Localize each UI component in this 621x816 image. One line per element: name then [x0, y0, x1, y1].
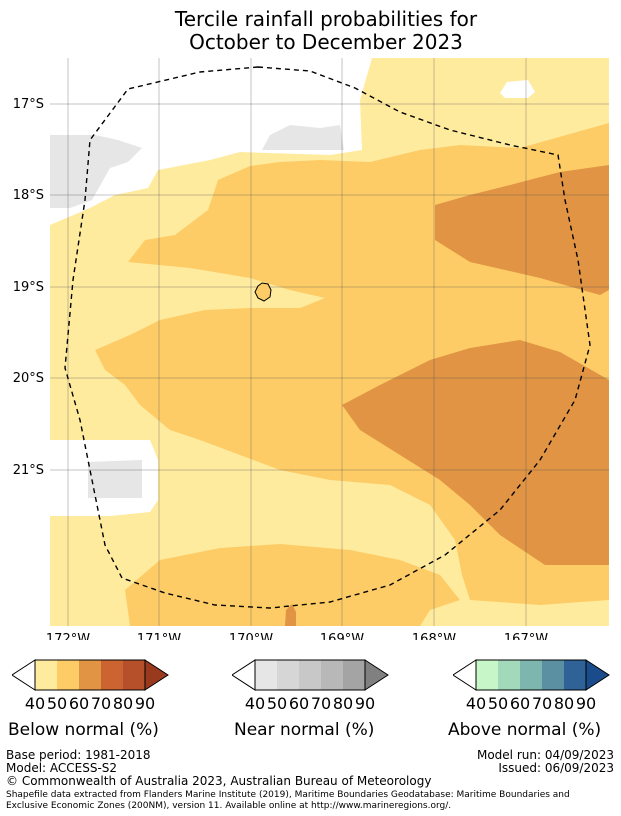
cbar-above-bin-60-70 — [520, 660, 542, 690]
cbar-above-tick: 90 — [575, 694, 597, 713]
cbar-near-bin-50-60 — [277, 660, 299, 690]
cbar-below-bin-60-70 — [79, 660, 101, 690]
lon-label-172w: 172°W — [46, 632, 90, 640]
cbar-below-outline — [34, 659, 146, 691]
cbar-near-bin-70-80 — [321, 660, 343, 690]
model-run-date: Model run: 04/09/2023 — [476, 748, 614, 762]
cbar-above-tick: 80 — [553, 694, 575, 713]
lat-label-20s: 20°S — [13, 371, 44, 386]
cbar-near-bin-40-50 — [255, 660, 277, 690]
cbar-below-tick: 60 — [68, 694, 90, 713]
cbar-below-bin-70-80 — [101, 660, 123, 690]
below-60-70-region-small — [285, 604, 296, 626]
below-60-70-region-southeast — [342, 340, 609, 565]
shapefile-credit-line-1: Shapefile data extracted from Flanders M… — [6, 790, 570, 800]
island-outline — [254, 282, 272, 302]
lon-label-170w: 170°W — [229, 632, 273, 640]
cbar-below-tick: 40 — [24, 694, 46, 713]
cbar-near-tick: 90 — [354, 694, 376, 713]
colorbar-near-normal — [232, 659, 389, 691]
footer-right: Model run: 04/09/2023 Issued: 06/09/2023 — [477, 749, 614, 775]
probability-map: 17°S 18°S 19°S 20°S 21°S 172°W 171°W 170… — [13, 58, 609, 640]
cbar-above-max-arrow — [585, 659, 610, 691]
base-period: Base period: 1981-2018 — [6, 748, 151, 762]
cbar-below-bin-80-90 — [123, 660, 145, 690]
lat-label-17s: 17°S — [13, 97, 44, 112]
model-name: Model: ACCESS-S2 — [6, 761, 118, 775]
cbar-near-tick: 40 — [244, 694, 266, 713]
cbar-near-tick: 80 — [332, 694, 354, 713]
cbar-near-tick: 50 — [266, 694, 288, 713]
title-line-1: Tercile rainfall probabilities for — [174, 7, 478, 31]
below-60-70-region-northeast — [435, 165, 609, 295]
lon-label-167w: 167°W — [504, 632, 548, 640]
colorbar-above-normal — [453, 659, 610, 691]
cbar-above-tick: 50 — [487, 694, 509, 713]
no-dominant-region-north — [50, 58, 372, 225]
shapefile-credit: Shapefile data extracted from Flanders M… — [6, 790, 606, 812]
near-normal-patch-south — [88, 460, 142, 498]
map-title: Tercile rainfall probabilities for Octob… — [0, 8, 621, 54]
cbar-below-tick: 90 — [134, 694, 156, 713]
footer-left: Base period: 1981-2018 Model: ACCESS-S2 … — [6, 749, 431, 788]
cbar-near-bin-80-90 — [343, 660, 365, 690]
cbar-near-max-arrow — [364, 659, 389, 691]
cbar-above-title: Above normal (%) — [448, 720, 602, 740]
cbar-above-tick: 70 — [531, 694, 553, 713]
cbar-below-tick: 80 — [112, 694, 134, 713]
cbar-above-tick: 60 — [509, 694, 531, 713]
colorbar-below-normal — [12, 659, 169, 691]
cbar-above-bin-80-90 — [564, 660, 586, 690]
cbar-above-bin-50-60 — [498, 660, 520, 690]
near-normal-patch-west — [50, 135, 142, 208]
cbar-near-outline — [254, 659, 366, 691]
near-normal-patch-north — [262, 125, 344, 150]
cbar-near-tick: 70 — [310, 694, 332, 713]
cbar-below-bin-40-50 — [35, 660, 57, 690]
title-line-2: October to December 2023 — [189, 30, 463, 54]
eez-boundary — [64, 66, 591, 609]
cbar-above-bin-70-80 — [542, 660, 564, 690]
cbar-near-min-arrow — [232, 659, 256, 691]
cbar-above-tick: 40 — [465, 694, 487, 713]
cbar-above-outline — [475, 659, 587, 691]
lon-label-169w: 169°W — [320, 632, 364, 640]
cbar-below-max-arrow — [144, 659, 169, 691]
cbar-below-bin-50-60 — [57, 660, 79, 690]
cbar-below-tick: 50 — [46, 694, 68, 713]
issued-date: Issued: 06/09/2023 — [498, 761, 614, 775]
lat-label-19s: 19°S — [13, 280, 44, 295]
shapefile-credit-line-2: Exclusive Economic Zones (200NM), versio… — [6, 801, 452, 811]
lat-label-21s: 21°S — [13, 463, 44, 478]
cbar-above-min-arrow — [453, 659, 477, 691]
lon-label-171w: 171°W — [137, 632, 181, 640]
cbar-below-tick: 70 — [90, 694, 112, 713]
below-50-60-region-south — [125, 544, 460, 626]
cbar-below-min-arrow — [12, 659, 36, 691]
cbar-near-title: Near normal (%) — [234, 720, 375, 740]
cbar-above-bin-40-50 — [476, 660, 498, 690]
cbar-near-bin-60-70 — [299, 660, 321, 690]
cbar-below-title: Below normal (%) — [8, 720, 159, 740]
gridlines — [50, 58, 609, 626]
cbar-near-tick: 60 — [288, 694, 310, 713]
lon-label-168w: 168°W — [412, 632, 456, 640]
copyright: © Commonwealth of Australia 2023, Austra… — [6, 774, 432, 788]
lat-label-18s: 18°S — [13, 188, 44, 203]
